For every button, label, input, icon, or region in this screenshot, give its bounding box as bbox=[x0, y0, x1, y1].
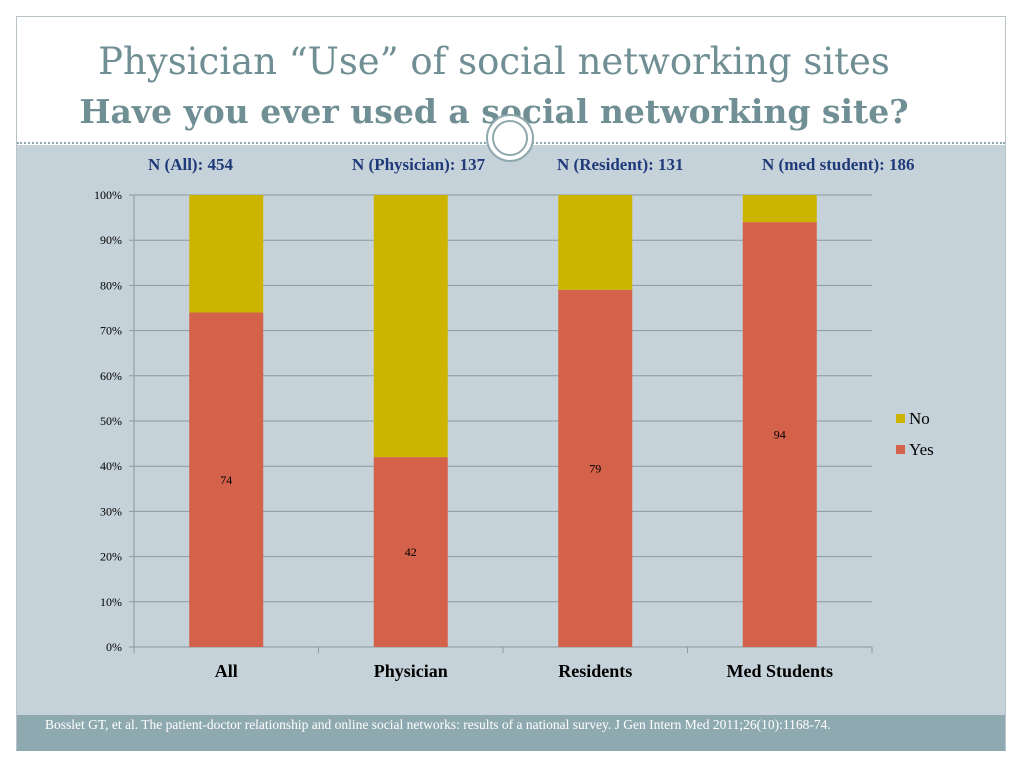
y-tick-label: 70% bbox=[100, 324, 122, 338]
legend-yes: Yes bbox=[896, 440, 934, 460]
bar-no-all bbox=[189, 195, 264, 313]
y-tick-label: 40% bbox=[100, 459, 122, 473]
decorative-circle-inner bbox=[492, 120, 528, 156]
slide-title: Physician “Use” of social networking sit… bbox=[98, 40, 890, 83]
y-tick-label: 30% bbox=[100, 504, 122, 518]
x-tick-label: Physician bbox=[374, 661, 448, 681]
n-physician-label: N (Physician): 137 bbox=[352, 155, 486, 174]
legend-no-swatch bbox=[896, 414, 905, 423]
data-label: 94 bbox=[774, 428, 786, 442]
y-tick-label: 20% bbox=[100, 550, 122, 564]
data-label: 74 bbox=[220, 473, 232, 487]
footer-band bbox=[17, 715, 1005, 751]
bar-yes-physician bbox=[373, 457, 448, 647]
bar-no-residents bbox=[558, 195, 633, 290]
y-tick-label: 50% bbox=[100, 414, 122, 428]
bar-yes-med-students bbox=[742, 222, 817, 647]
legend-yes-swatch bbox=[896, 445, 905, 454]
data-label: 79 bbox=[589, 461, 601, 475]
bar-yes-all bbox=[189, 312, 264, 647]
n-resident-label: N (Resident): 131 bbox=[557, 155, 684, 174]
bar-yes-residents bbox=[558, 289, 633, 647]
x-tick-label: All bbox=[215, 661, 238, 681]
legend-yes-label: Yes bbox=[909, 440, 934, 459]
y-tick-label: 90% bbox=[100, 233, 122, 247]
data-label: 42 bbox=[405, 545, 417, 559]
y-tick-label: 60% bbox=[100, 369, 122, 383]
bar-no-physician bbox=[373, 195, 448, 458]
y-tick-label: 10% bbox=[100, 595, 122, 609]
legend-no: No bbox=[896, 409, 930, 429]
x-tick-label: Residents bbox=[558, 661, 632, 681]
bar-no-med-students bbox=[742, 195, 817, 223]
y-tick-label: 100% bbox=[94, 188, 122, 202]
citation-text: Bosslet GT, et al. The patient-doctor re… bbox=[45, 717, 831, 732]
x-tick-label: Med Students bbox=[726, 661, 833, 681]
n-med-student-label: N (med student): 186 bbox=[762, 155, 915, 174]
y-tick-label: 80% bbox=[100, 278, 122, 292]
y-tick-label: 0% bbox=[106, 640, 122, 654]
n-all-label: N (All): 454 bbox=[148, 155, 233, 174]
legend-no-label: No bbox=[909, 409, 930, 428]
